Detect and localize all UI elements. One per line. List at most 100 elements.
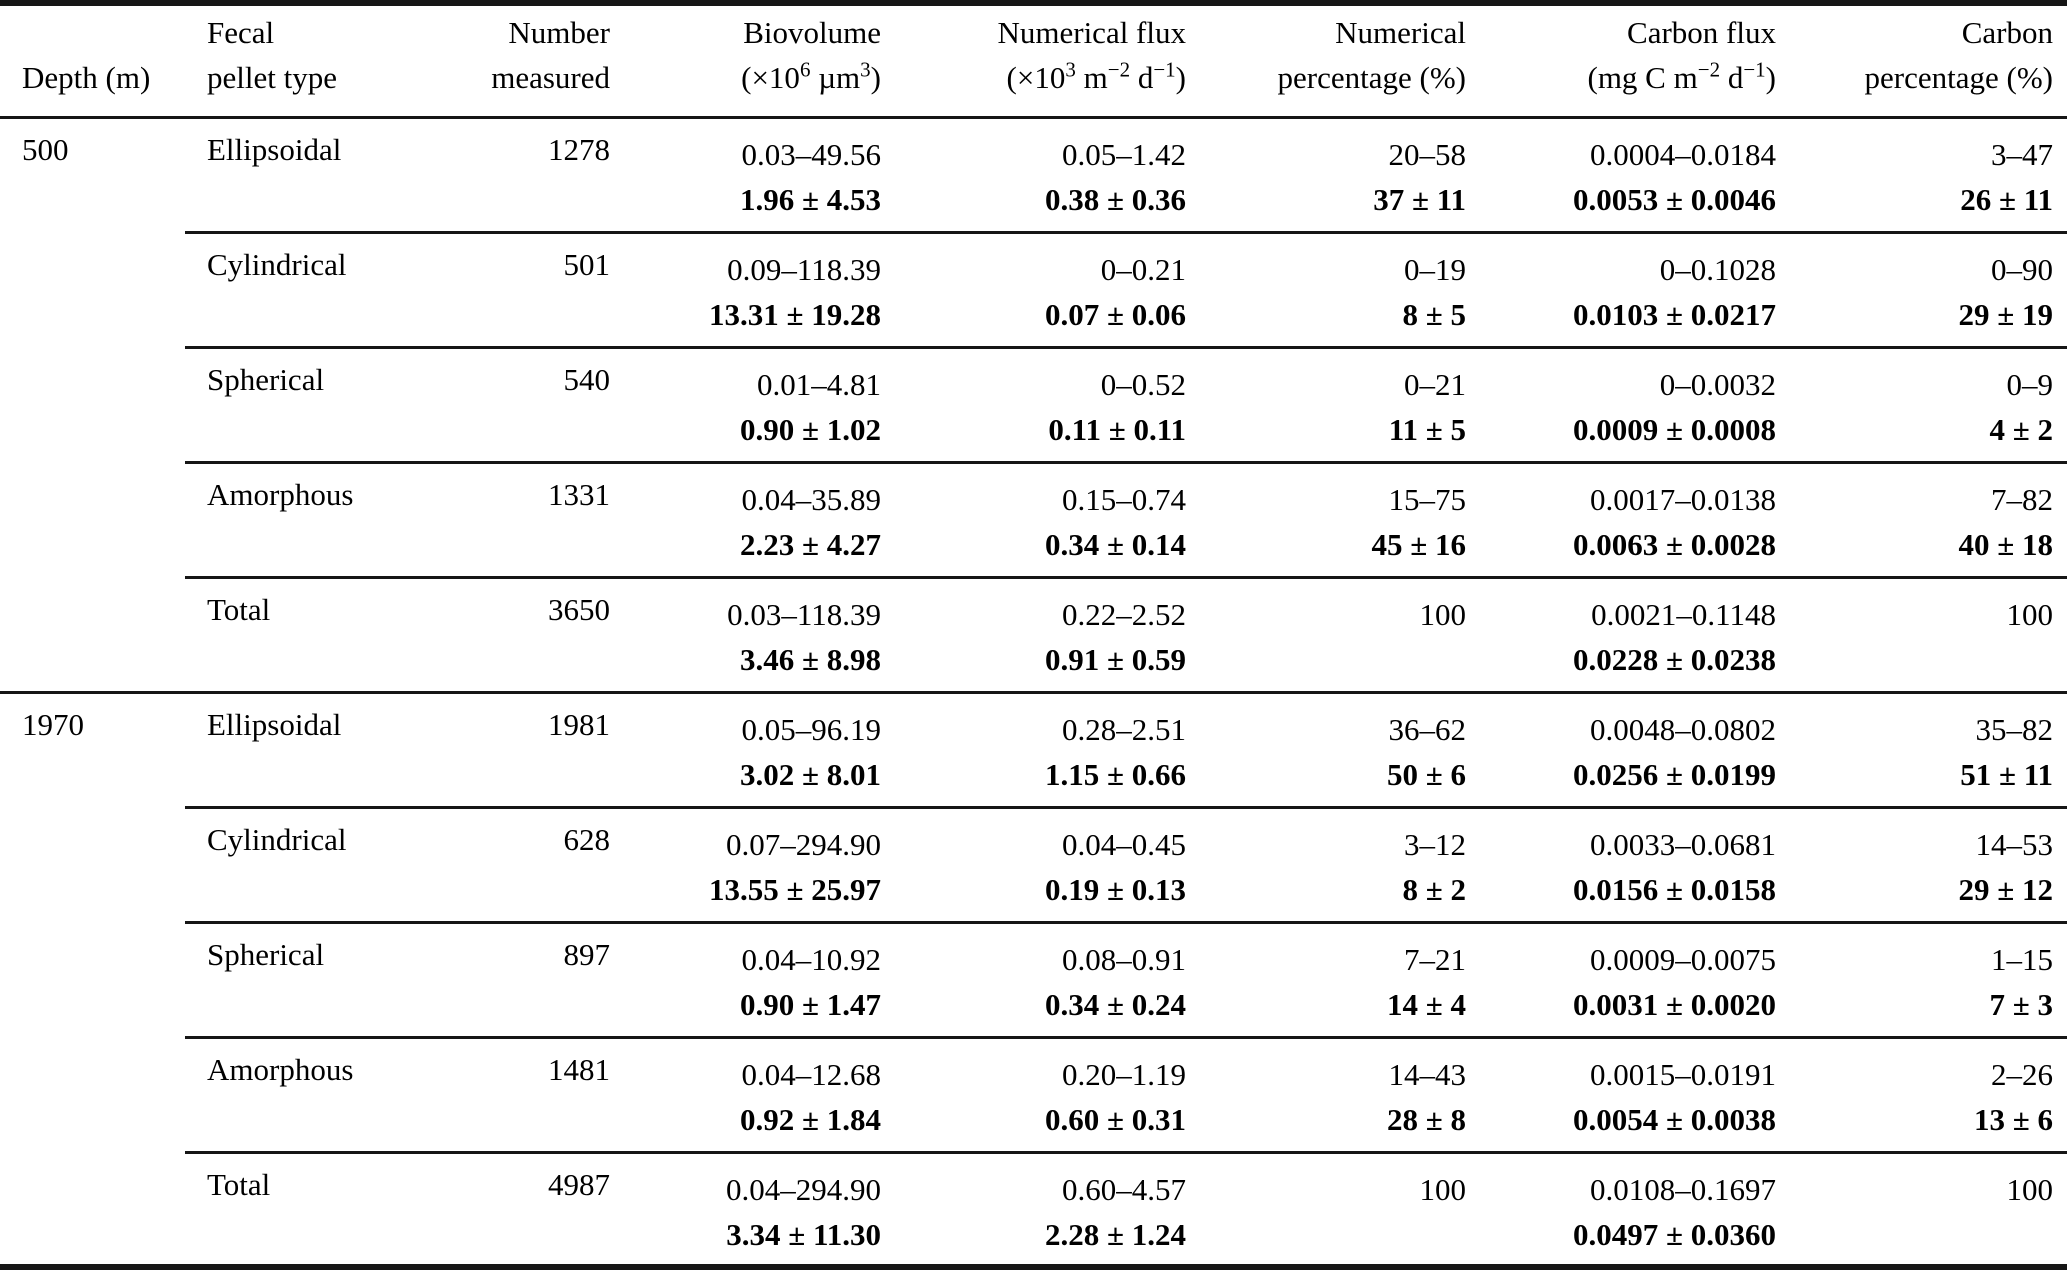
cell-carbon-percentage: 0–90 29 ± 19 [1791, 232, 2067, 349]
range-value: 0–90 [1991, 251, 2053, 287]
range-value: 100 [1419, 596, 1467, 632]
range-value: 15–75 [1388, 481, 1467, 517]
table-row: Cylindrical 501 0.09–118.39 13.31 ± 19.28 0–… [0, 232, 2067, 349]
header-line: (mg C m−2 d−1) [1481, 55, 1777, 100]
cell-pellet-type: Ellipsoidal [185, 692, 395, 809]
range-value: 100 [2006, 1171, 2054, 1207]
header-text: Biovolume [743, 14, 881, 50]
range-value: 0–21 [1404, 366, 1466, 402]
table-row: Cylindrical 628 0.07–294.90 13.55 ± 25.97 0.… [0, 807, 2067, 924]
number-measured-value: 628 [563, 821, 611, 857]
cell-biovolume: 0.07–294.90 13.55 ± 25.97 [625, 807, 896, 924]
cell-carbon-percentage: 7–82 40 ± 18 [1791, 462, 2067, 579]
range-value: 35–82 [1975, 711, 2054, 747]
cell-number-measured: 1331 [395, 462, 625, 579]
range-value: 0.04–10.92 [741, 941, 882, 977]
range-value: 0.0108–0.1697 [1590, 1171, 1776, 1207]
range-value: 0.0015–0.0191 [1590, 1056, 1776, 1092]
mean-sd-value: 0.0063 ± 0.0028 [1572, 526, 1776, 562]
cell-number-measured: 3650 [395, 577, 625, 694]
header-line: Depth (m) [22, 55, 185, 100]
header-number: Number measured [395, 3, 625, 119]
mean-sd-value: 0.90 ± 1.47 [739, 986, 881, 1022]
mean-sd-value: 7 ± 3 [1989, 986, 2053, 1022]
range-value: 0.22–2.52 [1062, 596, 1186, 632]
header-text: m [1075, 59, 1108, 95]
header-text: ) [1765, 59, 1776, 95]
mean-sd-value: 11 ± 5 [1388, 411, 1466, 447]
mean-sd-value: 8 ± 5 [1402, 296, 1466, 332]
cell-numerical-percentage: 3–12 8 ± 2 [1201, 807, 1481, 924]
mean-sd-value: 14 ± 4 [1386, 986, 1466, 1022]
cell-biovolume: 0.04–12.68 0.92 ± 1.84 [625, 1037, 896, 1154]
range-value: 100 [2006, 596, 2054, 632]
range-value: 0.20–1.19 [1062, 1056, 1186, 1092]
cell-numerical-percentage: 15–75 45 ± 16 [1201, 462, 1481, 579]
mean-sd-value: 29 ± 12 [1958, 871, 2053, 907]
cell-depth [0, 577, 185, 694]
pellet-type-value: Amorphous [207, 1051, 354, 1087]
number-measured-value: 1278 [548, 131, 610, 167]
range-value: 0.0004–0.0184 [1590, 136, 1776, 172]
range-value: 0.03–49.56 [741, 136, 882, 172]
cell-biovolume: 0.04–10.92 0.90 ± 1.47 [625, 922, 896, 1039]
header-line: (×103 m−2 d−1) [896, 55, 1186, 100]
cell-carbon-flux: 0.0009–0.0075 0.0031 ± 0.0020 [1481, 922, 1791, 1039]
header-line: measured [395, 55, 610, 100]
header-superscript: −1 [1743, 57, 1766, 82]
header-text: ) [1175, 59, 1186, 95]
cell-number-measured: 1981 [395, 692, 625, 809]
mean-sd-value: 0.0009 ± 0.0008 [1572, 411, 1776, 447]
mean-sd-value: 0.38 ± 0.36 [1044, 181, 1186, 217]
range-value: 0.0017–0.0138 [1590, 481, 1776, 517]
cell-numerical-percentage: 0–19 8 ± 5 [1201, 232, 1481, 349]
header-superscript: 6 [799, 57, 811, 82]
cell-numerical-flux: 0.15–0.74 0.34 ± 0.14 [896, 462, 1201, 579]
header-text: Numerical [1335, 14, 1466, 50]
table-header: Depth (m) Fecal pellet type Number measured B… [0, 3, 2067, 119]
header-line: Carbon flux [1481, 10, 1776, 55]
number-measured-value: 1981 [548, 706, 610, 742]
range-value: 3–47 [1991, 136, 2053, 172]
cell-depth [0, 1152, 185, 1267]
mean-sd-value: 37 ± 11 [1373, 181, 1466, 217]
header-line: Number [395, 10, 610, 55]
cell-depth [0, 347, 185, 462]
cell-pellet-type: Spherical [185, 347, 395, 464]
range-value: 0.04–294.90 [726, 1171, 881, 1207]
range-value: 0.09–118.39 [727, 251, 881, 287]
cell-biovolume: 0.04–35.89 2.23 ± 4.27 [625, 462, 896, 579]
cell-numerical-flux: 0.28–2.51 1.15 ± 0.66 [896, 692, 1201, 809]
header-text: Carbon flux [1627, 14, 1776, 50]
cell-carbon-percentage: 1–15 7 ± 3 [1791, 922, 2067, 1039]
mean-sd-value: 3.02 ± 8.01 [739, 756, 881, 792]
header-line: Biovolume [625, 10, 881, 55]
header-text: Carbon [1961, 14, 2053, 50]
header-line: percentage (%) [1201, 55, 1466, 100]
header-line: Numerical [1201, 10, 1466, 55]
table-row: Total 4987 0.04–294.90 3.34 ± 11.30 0.60–4.5… [0, 1152, 2067, 1267]
mean-sd-value: 26 ± 11 [1960, 181, 2053, 217]
mean-sd-value: 50 ± 6 [1386, 756, 1466, 792]
cell-carbon-flux: 0.0033–0.0681 0.0156 ± 0.0158 [1481, 807, 1791, 924]
mean-sd-value: 51 ± 11 [1960, 756, 2053, 792]
range-value: 0–0.1028 [1659, 251, 1776, 287]
cell-number-measured: 540 [395, 347, 625, 464]
cell-numerical-percentage: 100 [1201, 577, 1481, 694]
cell-depth [0, 1037, 185, 1152]
mean-sd-value: 0.0256 ± 0.0199 [1572, 756, 1776, 792]
cell-number-measured: 628 [395, 807, 625, 924]
pellet-type-value: Ellipsoidal [207, 706, 342, 742]
mean-sd-value: 40 ± 18 [1958, 526, 2053, 562]
cell-carbon-flux: 0.0015–0.0191 0.0054 ± 0.0038 [1481, 1037, 1791, 1154]
pellet-type-value: Total [207, 591, 271, 627]
range-value: 0–9 [2006, 366, 2054, 402]
cell-carbon-percentage: 14–53 29 ± 12 [1791, 807, 2067, 924]
mean-sd-value: 29 ± 19 [1958, 296, 2053, 332]
range-value: 0–19 [1404, 251, 1466, 287]
pellet-type-value: Amorphous [207, 476, 354, 512]
cell-numerical-flux: 0.04–0.45 0.19 ± 0.13 [896, 807, 1201, 924]
cell-pellet-type: Ellipsoidal [185, 117, 395, 234]
range-value: 0.0033–0.0681 [1590, 826, 1776, 862]
range-value: 0.03–118.39 [727, 596, 881, 632]
